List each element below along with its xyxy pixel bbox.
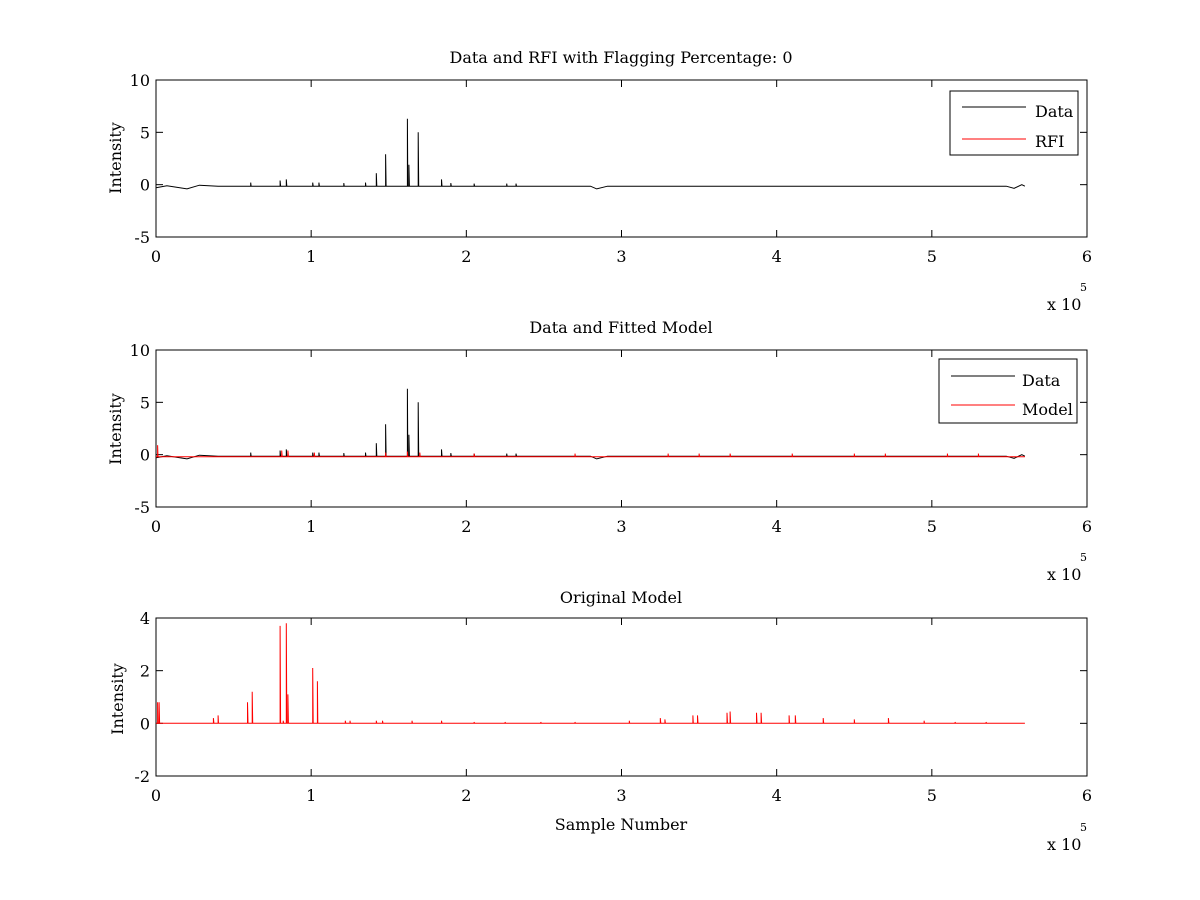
panel-2-legend-label-model: Model — [1022, 400, 1073, 419]
panel-1-ytick-label: 5 — [140, 123, 150, 142]
panel-1-title: Data and RFI with Flagging Percentage: 0 — [449, 48, 792, 67]
panel-3-xtick-label: 0 — [151, 786, 161, 805]
panel-1-xtick-label: 1 — [306, 247, 316, 266]
panel-3-xtick-label: 4 — [772, 786, 782, 805]
panel-1-xtick-label: 6 — [1082, 247, 1092, 266]
panel-3-x-multiplier-base: x 10 — [1047, 835, 1081, 854]
panel-1-legend-label-rfi: RFI — [1035, 132, 1064, 151]
panel-2-ytick-label: 5 — [140, 393, 150, 412]
panel-1-ylabel: Intensity — [106, 122, 125, 194]
panel-2-xtick-label: 4 — [772, 517, 782, 536]
panel-1-ytick-label: 0 — [140, 176, 150, 195]
panel-2-ytick-label: 10 — [130, 341, 150, 360]
panel-1-legend-box — [949, 90, 1079, 156]
panel-2-ytick-label: 0 — [140, 446, 150, 465]
panel-3-ylabel: Intensity — [108, 663, 127, 735]
panel-1-legend: Data RFI — [949, 90, 1079, 156]
panel-3-xtick-label: 3 — [616, 786, 626, 805]
panel-1-x-multiplier: x 10 5 — [1047, 281, 1087, 314]
panel-3-series-model-line — [156, 623, 1025, 724]
panel-2-xtick-label: 5 — [927, 517, 937, 536]
panel-2-xtick-label: 0 — [151, 517, 161, 536]
panel-2-x-multiplier: x 10 5 — [1047, 551, 1087, 584]
panel-3-title: Original Model — [560, 588, 682, 607]
panel-2-xtick-label: 1 — [306, 517, 316, 536]
panel-1-ytick-label: -5 — [134, 228, 150, 247]
panel-3-xtick-label: 1 — [306, 786, 316, 805]
panel-2-ylabel: Intensity — [106, 393, 125, 465]
panel-2-legend-box — [938, 358, 1078, 424]
panel-2-x-multiplier-exp: 5 — [1080, 551, 1087, 564]
panel-3-ytick-label: 0 — [140, 714, 150, 733]
panel-3: Original Model Intensity Sample Number 0… — [108, 588, 1092, 854]
panel-2-ytick-label: -5 — [134, 498, 150, 517]
panel-1-x-multiplier-exp: 5 — [1080, 281, 1087, 294]
panel-2-title: Data and Fitted Model — [529, 318, 712, 337]
panel-2-x-multiplier-base: x 10 — [1047, 565, 1081, 584]
panel-3-ytick-label: 2 — [140, 662, 150, 681]
panel-2-series-model-line — [156, 445, 1025, 458]
panel-2-xtick-label: 2 — [461, 517, 471, 536]
panel-2-xtick-label: 3 — [616, 517, 626, 536]
panel-1-xtick-label: 5 — [927, 247, 937, 266]
panel-3-xtick-label: 2 — [461, 786, 471, 805]
panel-3-xtick-label: 5 — [927, 786, 937, 805]
panel-1-x-multiplier-base: x 10 — [1047, 295, 1081, 314]
panel-1-legend-label-data: Data — [1035, 102, 1074, 121]
panel-1-ytick-label: 10 — [130, 71, 150, 90]
panel-1-xtick-label: 4 — [772, 247, 782, 266]
panel-1-xtick-label: 2 — [461, 247, 471, 266]
panel-2-xtick-label: 6 — [1082, 517, 1092, 536]
panel-2: Data and Fitted Model Intensity 0 1 2 3 4 5 6 -… — [106, 318, 1092, 584]
panel-1-series-data-line — [155, 118, 1026, 190]
panel-3-xtick-label: 6 — [1082, 786, 1092, 805]
panel-2-legend-label-data: Data — [1022, 371, 1061, 390]
panel-2-legend: Data Model — [938, 358, 1078, 424]
panel-3-xlabel: Sample Number — [555, 815, 688, 834]
panel-3-ytick-label: 4 — [140, 609, 150, 628]
panel-1-xtick-label: 3 — [616, 247, 626, 266]
panel-3-x-multiplier-exp: 5 — [1080, 821, 1087, 834]
panel-3-ytick-label: -2 — [134, 767, 150, 786]
panel-1: Data and RFI with Flagging Percentage: 0… — [106, 48, 1092, 314]
panel-1-xtick-label: 0 — [151, 247, 161, 266]
panel-3-x-multiplier: x 10 5 — [1047, 821, 1087, 854]
